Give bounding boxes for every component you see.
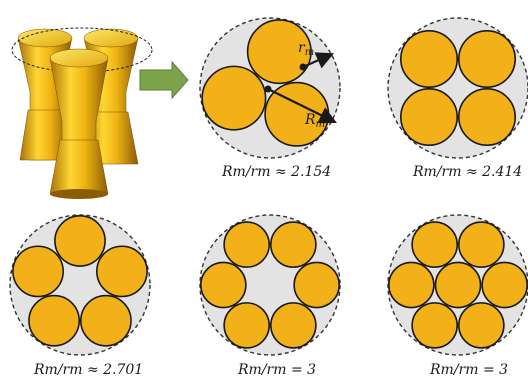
packed-disc <box>457 30 516 89</box>
packing-panel-3 <box>9 214 151 356</box>
cone-cluster-illustration <box>11 27 153 199</box>
packed-disc <box>411 302 458 349</box>
packed-disc <box>400 87 459 146</box>
packed-disc <box>458 221 505 268</box>
packed-disc <box>79 294 132 347</box>
ratio-label-3: Rm/rm ≈ 2.701 <box>34 362 144 378</box>
packed-disc <box>246 19 312 85</box>
small-radius-arrow <box>302 52 335 69</box>
packing-panel-5 <box>387 214 528 356</box>
cone-front <box>49 48 109 199</box>
packed-disc <box>199 261 247 309</box>
packed-disc <box>96 245 148 298</box>
ratio-label-5: Rm/rm = 3 <box>430 362 509 378</box>
packed-disc <box>54 214 106 267</box>
packed-disc <box>434 261 482 309</box>
packed-disc <box>28 294 81 347</box>
packed-disc <box>223 221 270 268</box>
big-radius-arrow <box>267 88 337 124</box>
packed-disc <box>223 302 270 349</box>
packed-disc <box>270 302 317 349</box>
packed-disc <box>411 221 458 268</box>
packing-panel-2 <box>387 17 528 159</box>
packed-disc <box>400 30 459 89</box>
packed-disc <box>388 261 435 309</box>
transition-arrow <box>139 60 189 100</box>
packed-disc <box>481 261 528 309</box>
packed-disc <box>458 302 505 349</box>
ratio-label-1: Rm/rm ≈ 2.154 <box>222 164 332 180</box>
packed-disc <box>201 65 267 131</box>
ratio-label-4: Rm/rm = 3 <box>238 362 317 378</box>
packing-panel-4 <box>199 214 341 356</box>
packed-disc <box>12 245 64 298</box>
packed-disc <box>457 87 516 146</box>
ratio-label-2: Rm/rm ≈ 2.414 <box>413 164 523 180</box>
packed-disc <box>293 261 340 309</box>
packed-disc <box>270 221 317 268</box>
packing-panel-1 <box>199 17 341 159</box>
